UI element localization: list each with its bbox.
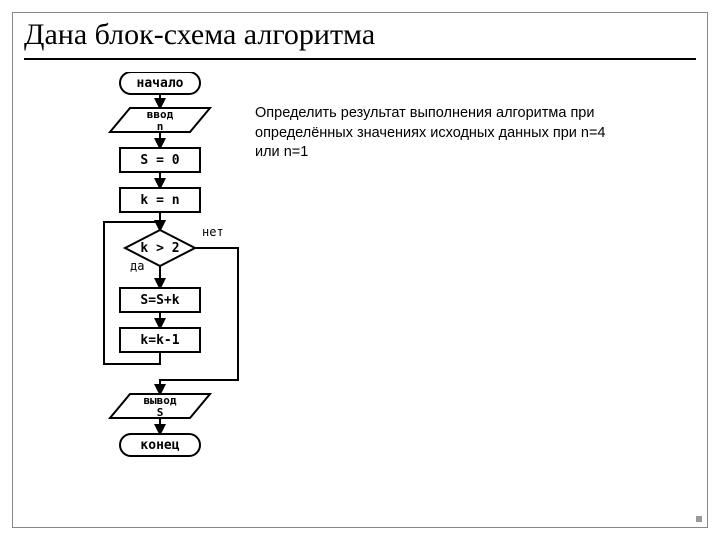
node-label: k = n (140, 193, 179, 208)
corner-marker (696, 516, 702, 522)
node-label: конец (140, 438, 179, 453)
flow-edge (160, 248, 238, 394)
edge-label: нет (202, 225, 224, 239)
page-title: Дана блок-схема алгоритма (24, 18, 696, 52)
edge-label: да (130, 259, 144, 273)
node-label: S = 0 (140, 153, 179, 168)
title-underline: Дана блок-схема алгоритма (24, 18, 696, 60)
node-label: начало (137, 76, 184, 91)
node-label: k > 2 (140, 241, 179, 256)
node-label: S=S+k (140, 293, 179, 308)
node-label: k=k-1 (140, 333, 179, 348)
task-description: Определить результат выполнения алгоритм… (255, 104, 615, 163)
flowchart: данетначаловводnS = 0k = nk > 2S=S+kk=k-… (100, 72, 260, 472)
node-label: n (157, 120, 164, 133)
node-label: S (157, 406, 164, 419)
